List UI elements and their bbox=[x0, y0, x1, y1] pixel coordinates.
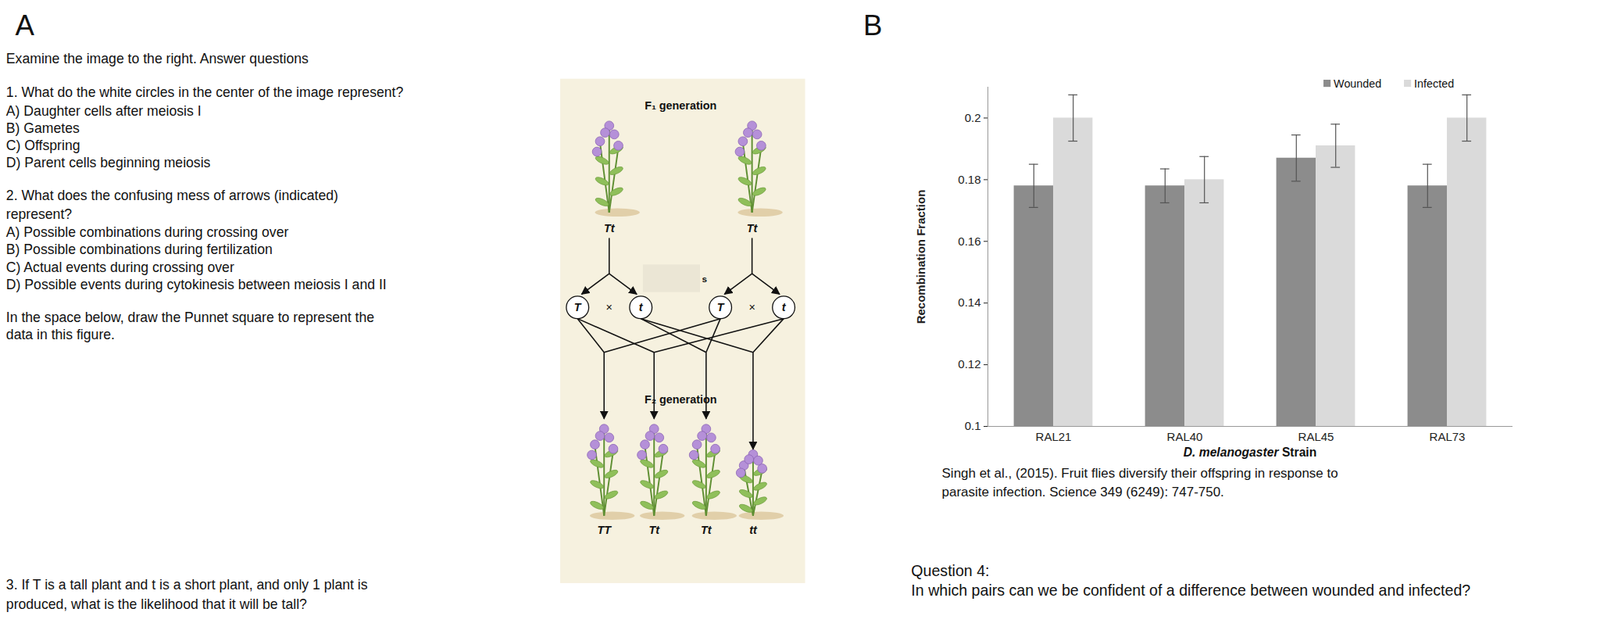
svg-text:3. If T is a tall plant and t: 3. If T is a tall plant and t is a short… bbox=[6, 576, 368, 593]
svg-text:RAL73: RAL73 bbox=[1429, 429, 1466, 443]
svg-text:Singh et al., (2015). Fruit fl: Singh et al., (2015). Fruit flies divers… bbox=[942, 465, 1339, 481]
svg-text:T: T bbox=[717, 301, 725, 315]
svg-text:RAL40: RAL40 bbox=[1167, 429, 1204, 443]
svg-text:0.12: 0.12 bbox=[957, 357, 981, 371]
svg-text:Tt: Tt bbox=[603, 221, 616, 235]
svg-text:0.14: 0.14 bbox=[957, 295, 981, 309]
svg-text:Examine the image to the right: Examine the image to the right. Answer q… bbox=[6, 50, 309, 67]
svg-text:RAL45: RAL45 bbox=[1298, 429, 1335, 443]
svg-text:D. melanogaster Strain: D. melanogaster Strain bbox=[1183, 445, 1318, 459]
svg-text:0.2: 0.2 bbox=[964, 110, 982, 125]
svg-text:T: T bbox=[574, 301, 583, 315]
svg-text:Infected: Infected bbox=[1414, 77, 1454, 90]
svg-text:B: B bbox=[863, 9, 883, 42]
svg-text:0.18: 0.18 bbox=[957, 172, 981, 186]
svg-text:F₂ generation: F₂ generation bbox=[644, 393, 717, 406]
svg-text:t: t bbox=[639, 301, 644, 315]
svg-text:In the space below, draw the P: In the space below, draw the Punnet squa… bbox=[6, 309, 375, 325]
svg-text:Wounded: Wounded bbox=[1333, 77, 1382, 90]
svg-text:Tt: Tt bbox=[648, 523, 661, 536]
svg-text:A) Possible combinations durin: A) Possible combinations during crossing… bbox=[6, 224, 290, 240]
svg-text:C) Actual events during crossi: C) Actual events during crossing over bbox=[6, 259, 235, 275]
svg-text:A: A bbox=[15, 9, 36, 42]
svg-text:D) Possible events during cyto: D) Possible events during cytokinesis be… bbox=[6, 276, 387, 293]
svg-text:In which pairs can we be confi: In which pairs can we be confident of a … bbox=[910, 581, 1471, 599]
svg-text:Recombination Fraction: Recombination Fraction bbox=[914, 189, 928, 325]
svg-text:A) Daughter cells after meiosi: A) Daughter cells after meiosis I bbox=[6, 103, 202, 119]
svg-text:2. What does the confusing mes: 2. What does the confusing mess of arrow… bbox=[6, 187, 339, 204]
svg-text:TT: TT bbox=[596, 523, 612, 536]
svg-text:×: × bbox=[748, 301, 755, 315]
svg-text:F₁ generation: F₁ generation bbox=[644, 99, 717, 112]
svg-text:t: t bbox=[782, 301, 787, 315]
svg-text:D) Parent cells beginning meio: D) Parent cells beginning meiosis bbox=[6, 154, 211, 171]
svg-text:C) Offspring: C) Offspring bbox=[6, 137, 81, 154]
svg-text:0.1: 0.1 bbox=[964, 418, 982, 433]
svg-text:data in this figure.: data in this figure. bbox=[6, 326, 115, 343]
svg-text:0.16: 0.16 bbox=[957, 234, 981, 248]
svg-text:1. What do the white circles i: 1. What do the white circles in the cent… bbox=[6, 84, 404, 100]
svg-text:B) Gametes: B) Gametes bbox=[6, 120, 80, 136]
svg-text:×: × bbox=[606, 301, 613, 315]
svg-text:parasite infection. Science 3: parasite infection. Science 349 (6249): … bbox=[942, 484, 1225, 500]
svg-text:Tt: Tt bbox=[746, 221, 759, 235]
svg-text:produced, what is the likeliho: produced, what is the likelihood that it… bbox=[6, 596, 308, 612]
svg-text:Tt: Tt bbox=[700, 523, 713, 536]
svg-text:Question 4:: Question 4: bbox=[910, 561, 990, 579]
svg-text:B) Possible combinations durin: B) Possible combinations during fertiliz… bbox=[6, 241, 273, 258]
svg-text:RAL21: RAL21 bbox=[1035, 429, 1072, 443]
svg-text:tt: tt bbox=[749, 523, 758, 536]
svg-text:represent?: represent? bbox=[6, 206, 72, 222]
svg-text:s: s bbox=[702, 273, 708, 284]
